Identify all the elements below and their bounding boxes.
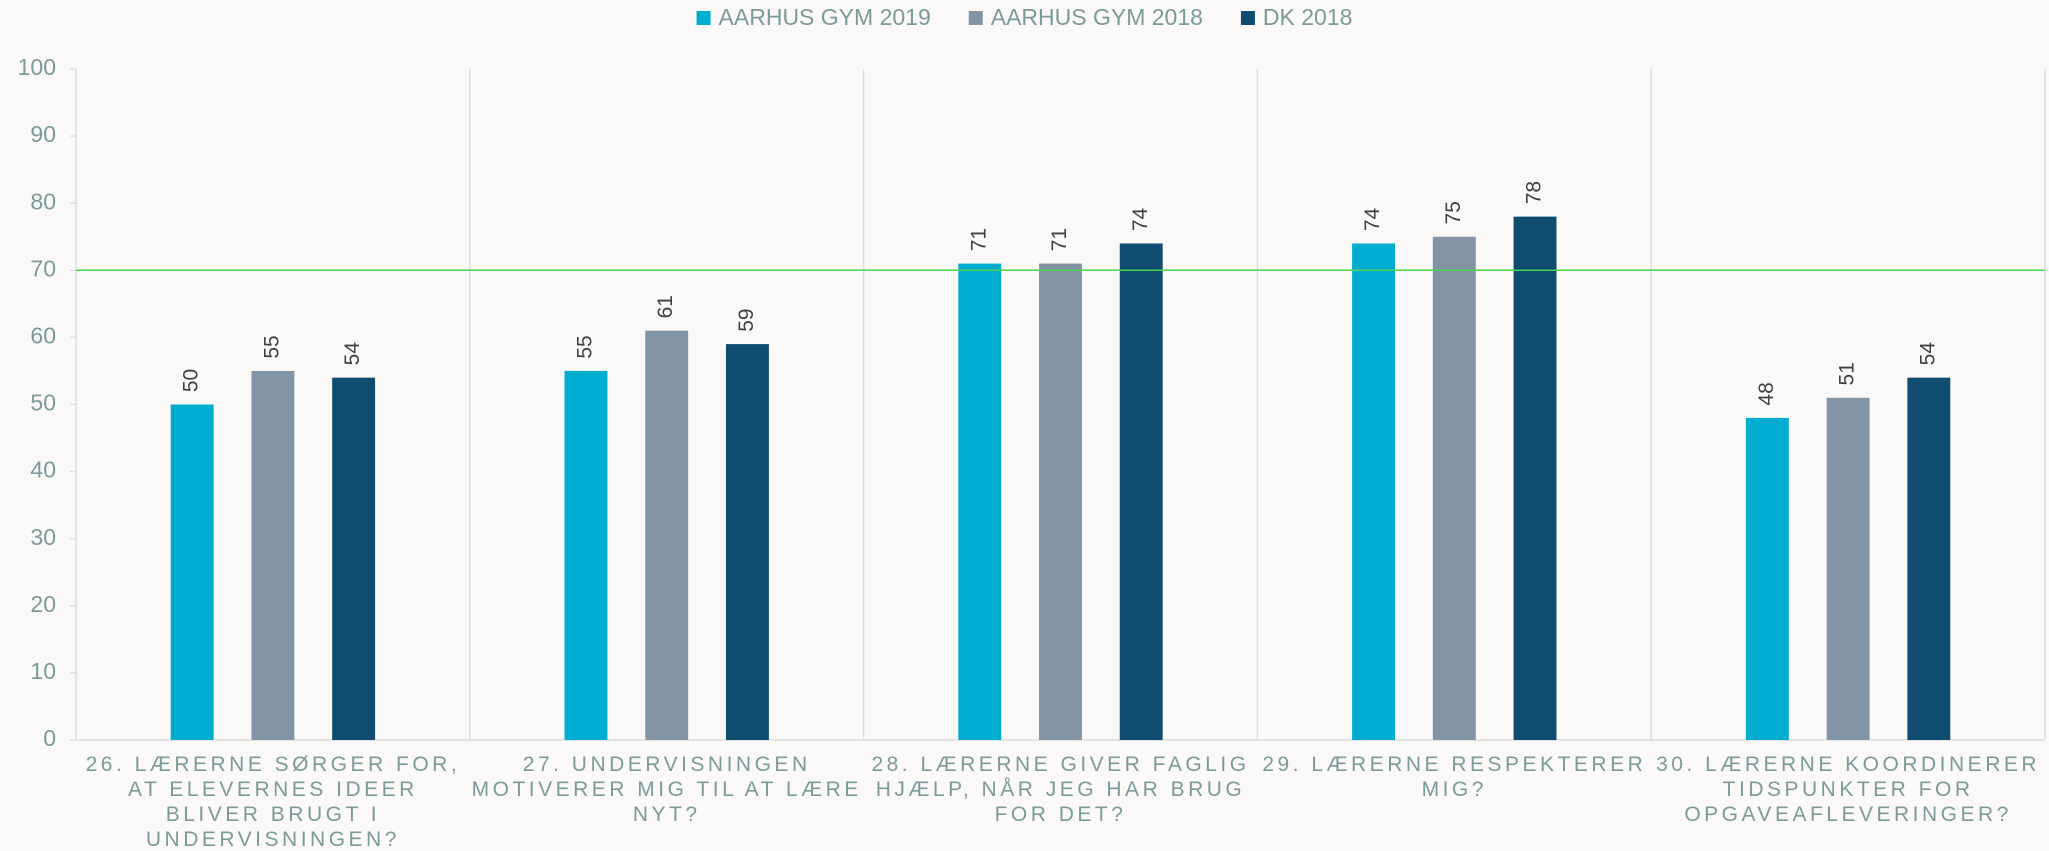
x-tick-label: 28. LÆRERNE GIVER FAGLIG HJÆLP, NÅR JEG … [871, 753, 1250, 826]
y-tick-label: 60 [30, 322, 56, 348]
bar [958, 263, 1002, 740]
y-tick-label: 70 [30, 255, 56, 281]
y-tick-label: 40 [30, 457, 56, 483]
y-tick-label: 90 [30, 121, 56, 147]
legend-label: AARHUS GYM 2019 [719, 4, 931, 30]
data-label: 74 [1129, 207, 1152, 231]
bar [1352, 243, 1396, 740]
x-tick-label: 26. LÆRERNE SØRGER FOR, AT ELEVERNES IDE… [85, 753, 461, 851]
data-label: 71 [1048, 228, 1071, 251]
bar [1826, 397, 1870, 740]
bar [1119, 243, 1163, 740]
x-tick-label: 27. UNDERVISNINGEN MOTIVERER MIG TIL AT … [471, 753, 862, 826]
legend-label: AARHUS GYM 2018 [991, 4, 1203, 30]
data-label: 55 [260, 335, 283, 358]
x-tick-label: 29. LÆRERNE RESPEKTERER MIG? [1262, 753, 1647, 801]
bar [725, 344, 769, 740]
y-tick-label: 10 [30, 658, 56, 684]
data-label: 55 [574, 335, 597, 358]
y-tick-label: 30 [30, 524, 56, 550]
bar [1513, 216, 1557, 740]
data-label: 61 [654, 295, 677, 318]
data-label: 54 [341, 342, 364, 366]
data-label: 74 [1361, 207, 1384, 231]
bar [1907, 377, 1951, 740]
y-tick-label: 100 [18, 54, 56, 80]
legend-swatch [968, 11, 983, 25]
legend-swatch [696, 11, 711, 25]
legend-swatch [1240, 11, 1255, 25]
bar [251, 370, 295, 740]
legend-label: DK 2018 [1263, 4, 1353, 30]
data-label: 59 [735, 308, 758, 331]
y-tick-label: 50 [30, 390, 56, 416]
y-tick-label: 80 [30, 188, 56, 214]
data-label: 71 [967, 228, 990, 251]
data-label: 75 [1442, 201, 1465, 224]
data-label: 54 [1916, 342, 1939, 366]
bar [1745, 417, 1789, 740]
bar [645, 330, 689, 740]
y-tick-label: 0 [43, 725, 56, 751]
bar [332, 377, 376, 740]
bar [1039, 263, 1082, 740]
bar [1432, 236, 1476, 740]
data-label: 50 [180, 369, 203, 392]
bar [564, 370, 608, 740]
y-tick-label: 20 [30, 591, 56, 617]
data-label: 78 [1523, 181, 1546, 204]
x-tick-label: 30. LÆRERNE KOORDINERER TIDSPUNKTER FOR … [1656, 753, 2041, 826]
data-label: 51 [1836, 362, 1859, 385]
data-label: 48 [1755, 382, 1778, 405]
bar [170, 404, 214, 740]
